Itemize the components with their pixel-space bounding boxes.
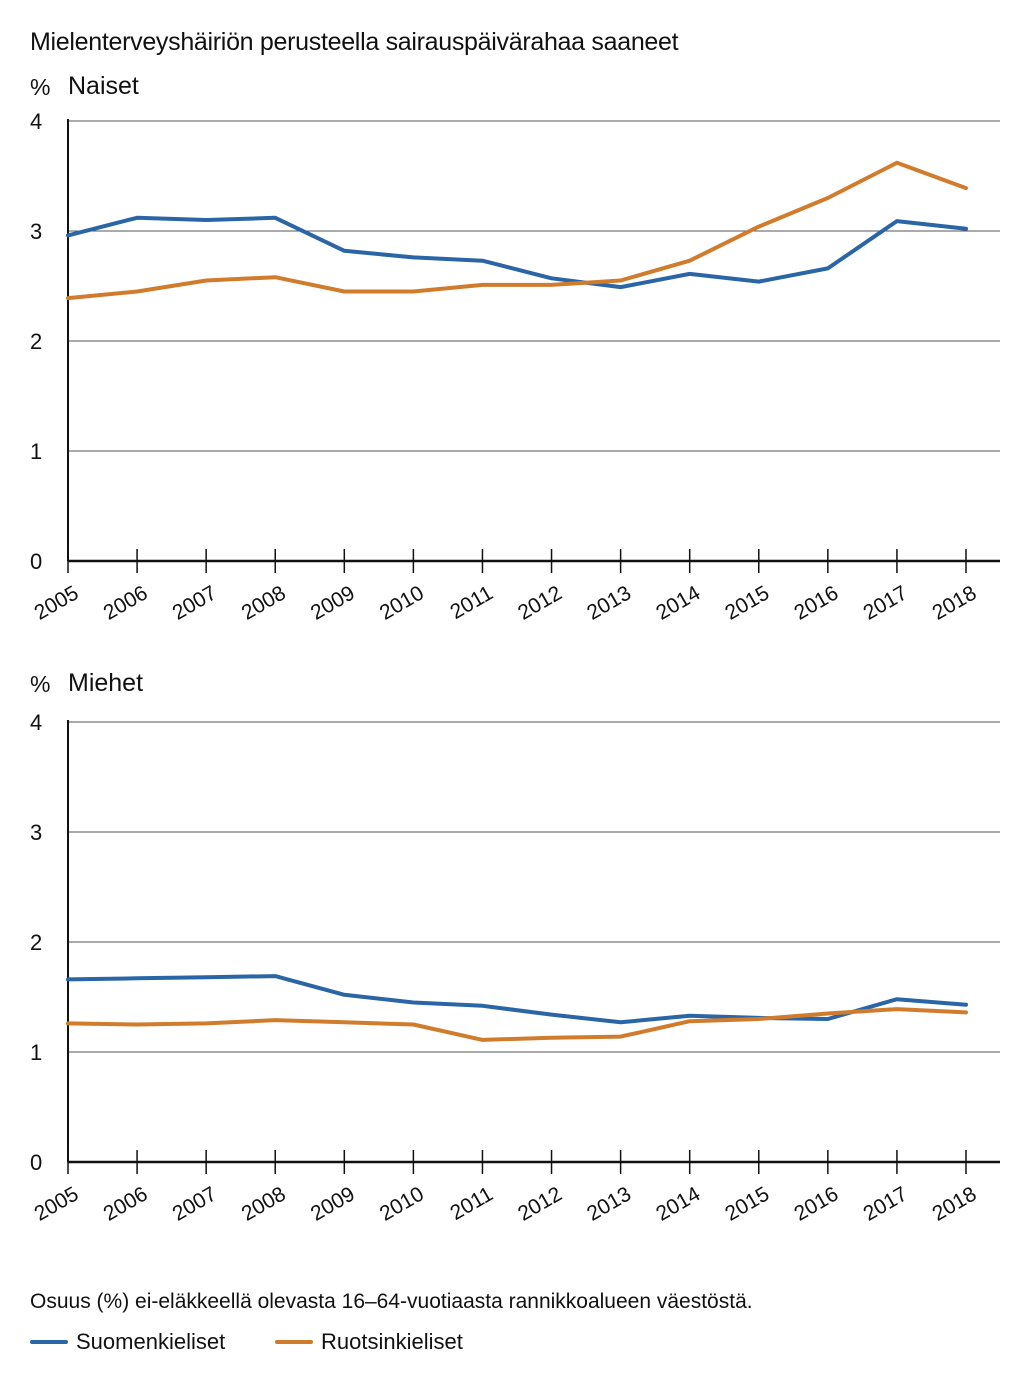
panel2-series-suomenkieliset <box>66 974 968 1025</box>
panel1-xtick-label: 2006 <box>100 581 152 624</box>
panel2-ytick-label: 0 <box>30 1150 42 1175</box>
panel1-series-suomenkieliset <box>66 215 968 290</box>
panel1-xtick-label: 2015 <box>721 581 773 624</box>
panel1-xtick-label: 2010 <box>376 581 428 624</box>
panel1-xtick-label: 2013 <box>583 581 635 624</box>
panel1-xtick-label: 2017 <box>859 581 911 624</box>
panel1-ytick-label: 1 <box>30 439 42 464</box>
panel1-ytick-label: 4 <box>30 109 42 134</box>
panel2-xtick-label: 2018 <box>929 1182 981 1225</box>
panel2-xtick-label: 2017 <box>859 1182 911 1225</box>
panel2-xtick-label: 2009 <box>307 1182 359 1225</box>
panel2-xtick-label: 2008 <box>238 1182 290 1225</box>
panel1-xtick-label: 2016 <box>790 581 842 624</box>
panel2-xtick-label: 2014 <box>652 1182 704 1225</box>
panel2-xtick-label: 2016 <box>790 1182 842 1225</box>
panel1-xtick-label: 2012 <box>514 581 566 624</box>
legend-item-suomenkieliset: Suomenkieliset <box>30 1326 225 1358</box>
panel2-xtick-label: 2010 <box>376 1182 428 1225</box>
panel2-ytick-label: 2 <box>30 930 42 955</box>
legend-label-suomenkieliset: Suomenkieliset <box>76 1329 226 1354</box>
panel2-series-ruotsinkieliset <box>66 1007 968 1042</box>
panel1-ytick-label: 0 <box>30 549 42 574</box>
panel2-xtick-label: 2011 <box>446 1182 497 1225</box>
panel2-ytick-label: 3 <box>30 820 42 845</box>
panel1-series-ruotsinkieliset <box>66 160 968 301</box>
panel2-xtick-label: 2006 <box>100 1182 152 1225</box>
panel2-xtick-label: 2007 <box>169 1182 221 1225</box>
legend-item-ruotsinkieliset: Ruotsinkieliset <box>275 1326 463 1358</box>
panel1-xtick-label: 2007 <box>169 581 221 624</box>
panel1-xtick-label: 2011 <box>446 581 497 624</box>
chart-title: Mielenterveyshäiriön perusteella sairaus… <box>30 28 679 56</box>
panel2-xtick-label: 2015 <box>721 1182 773 1225</box>
legend-swatch-suomenkieliset <box>30 1340 68 1344</box>
panel2-ytick-label: 1 <box>30 1040 42 1065</box>
panel2-ytick-label: 4 <box>30 710 42 735</box>
panel1-xtick-label: 2008 <box>238 581 290 624</box>
panel1-xtick-label: 2018 <box>929 581 981 624</box>
panel1-ytick-label: 2 <box>30 329 42 354</box>
legend-swatch-ruotsinkieliset <box>275 1340 313 1344</box>
panel2-xtick-label: 2005 <box>31 1182 83 1225</box>
panel1-xtick-label: 2014 <box>652 581 704 624</box>
chart-note: Osuus (%) ei-eläkkeellä olevasta 16–64-v… <box>30 1290 753 1313</box>
panel2-unit-label: % <box>30 671 51 697</box>
panel2-title: Miehet <box>68 669 144 697</box>
legend-label-ruotsinkieliset: Ruotsinkieliset <box>321 1329 463 1354</box>
panel1-xtick-label: 2005 <box>31 581 83 624</box>
panel1-title: Naiset <box>68 72 139 100</box>
panel2-xtick-label: 2013 <box>583 1182 635 1225</box>
panel2-xtick-label: 2012 <box>514 1182 566 1225</box>
panel1-xtick-label: 2009 <box>307 581 359 624</box>
panel1-unit-label: % <box>30 74 51 100</box>
panel1-ytick-label: 3 <box>30 219 42 244</box>
